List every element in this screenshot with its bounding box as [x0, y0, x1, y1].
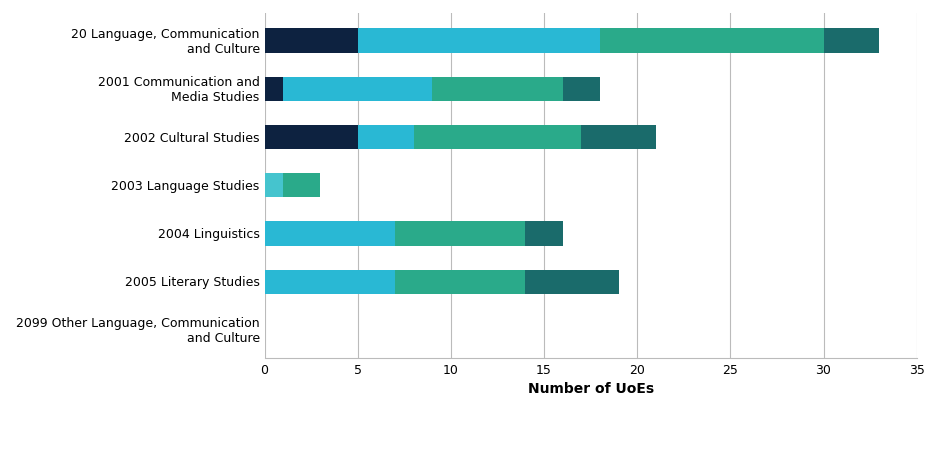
Bar [413, 126, 581, 150]
Bar [395, 222, 525, 246]
Bar [358, 29, 599, 54]
Bar [283, 78, 431, 101]
Bar [264, 270, 395, 294]
Bar [358, 126, 413, 150]
Bar [264, 78, 283, 101]
Bar [264, 29, 358, 54]
Bar [822, 29, 879, 54]
Bar [562, 78, 599, 101]
Bar [525, 222, 562, 246]
Bar [525, 270, 618, 294]
Bar [395, 270, 525, 294]
Bar [581, 126, 655, 150]
Bar [283, 174, 320, 198]
Bar [431, 78, 562, 101]
Bar [599, 29, 822, 54]
Bar [264, 174, 283, 198]
Bar [264, 126, 358, 150]
Bar [264, 222, 395, 246]
X-axis label: Number of UoEs: Number of UoEs [527, 381, 653, 395]
